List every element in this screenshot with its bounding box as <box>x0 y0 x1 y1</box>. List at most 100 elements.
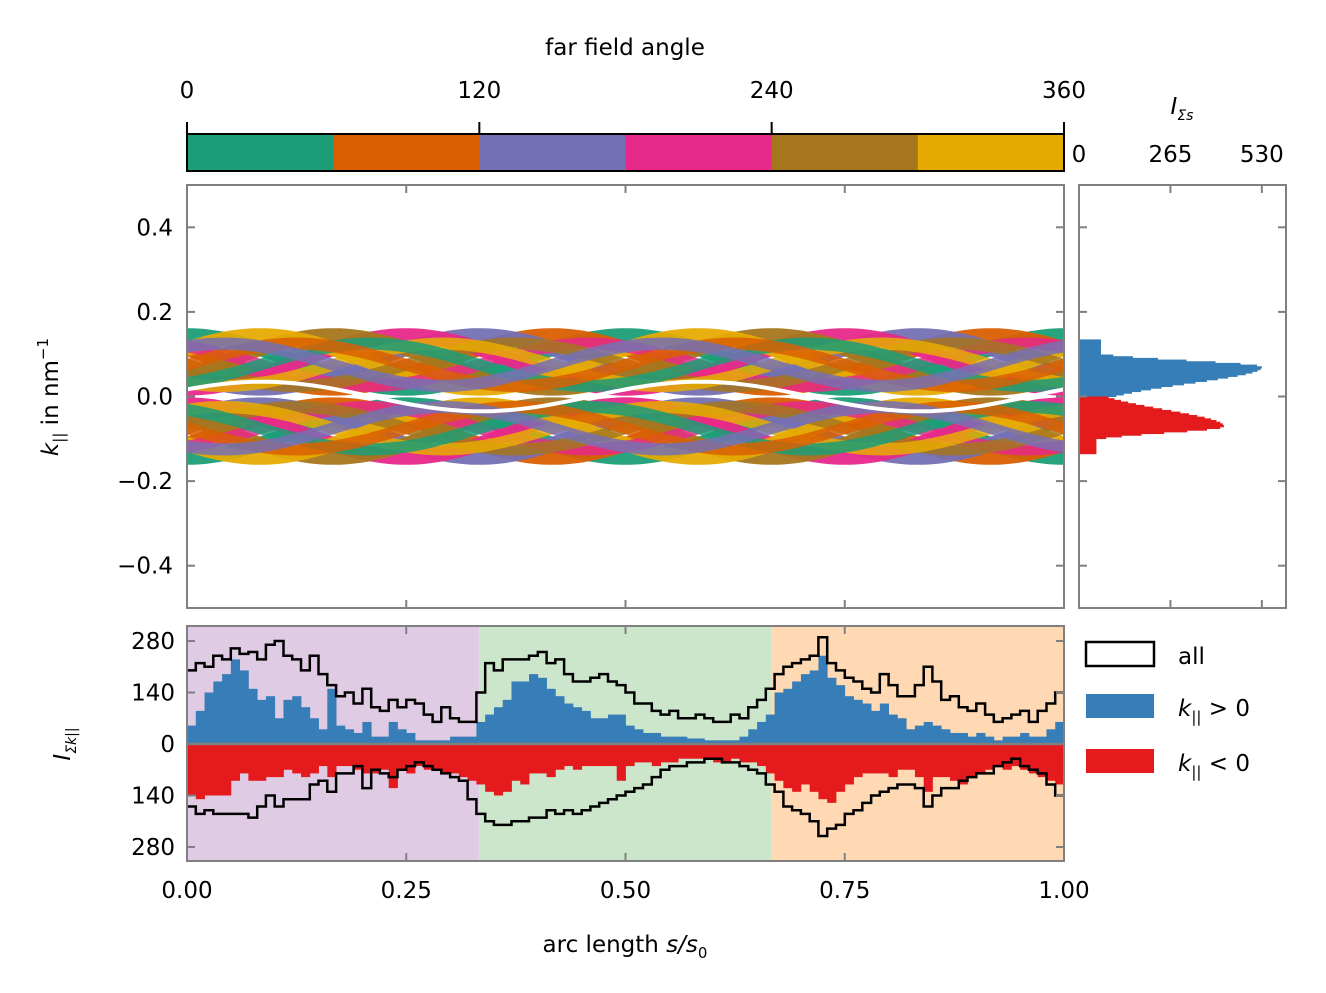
bottom-bar-1-76 <box>853 699 863 744</box>
bottom-bar-2-1 <box>195 744 205 800</box>
side-bar-0-6 <box>1079 384 1173 388</box>
side-bar-1-14 <box>1079 428 1208 431</box>
bottom-bar-1-18 <box>344 729 355 744</box>
bottom-bar-2-43 <box>564 744 574 767</box>
bottom-bar-2-55 <box>669 744 679 763</box>
bottom-bar-1-73 <box>827 677 837 744</box>
bottom-bar-2-20 <box>362 744 372 774</box>
scatter-band-fill-5 <box>187 401 1064 456</box>
bottom-bar-2-10 <box>274 744 284 778</box>
side-bar-0-7 <box>1079 383 1184 386</box>
bottom-bar-2-51 <box>634 744 644 763</box>
side-bar-0-8 <box>1079 381 1196 384</box>
side-bar-1-23 <box>1079 413 1190 416</box>
bottom-bar-1-35 <box>493 707 504 744</box>
side-bar-0-2 <box>1079 391 1133 394</box>
bottom-bar-1-15 <box>318 729 328 744</box>
bottom-bar-2-74 <box>835 744 846 792</box>
bottom-bar-2-69 <box>792 744 802 792</box>
bottom-bar-1-12 <box>292 696 302 744</box>
bottom-ytick-label: 280 <box>131 629 175 655</box>
bottom-bar-1-6 <box>239 670 249 744</box>
side-xlabel: IΣs <box>1171 94 1194 124</box>
bottom-bar-1-43 <box>564 703 574 744</box>
bottom-bar-1-29 <box>441 740 451 744</box>
bottom-bar-2-99 <box>1055 744 1064 785</box>
side-bar-1-29 <box>1079 403 1137 406</box>
bottom-bar-1-65 <box>757 721 767 744</box>
side-bar-0-18 <box>1079 364 1258 367</box>
side-bar-1-19 <box>1079 420 1217 423</box>
bottom-bar-1-48 <box>607 714 618 744</box>
colorbar-segment-5 <box>917 134 1065 171</box>
bottom-bar-2-41 <box>546 744 556 778</box>
bottom-bar-2-90 <box>976 744 986 774</box>
side-bar-0-25 <box>1079 352 1101 356</box>
bottom-bar-2-28 <box>432 744 442 770</box>
side-bar-1-4 <box>1079 445 1097 448</box>
bottom-bar-1-26 <box>415 740 425 744</box>
main-ylabel: k|| in nm−1 <box>34 338 68 456</box>
bottom-bar-2-33 <box>476 744 486 785</box>
bottom-bar-1-66 <box>765 714 775 744</box>
bottom-bar-1-83 <box>914 725 925 744</box>
bottom-bar-2-26 <box>415 744 425 767</box>
bottom-bar-1-33 <box>476 721 486 744</box>
bottom-bar-1-36 <box>502 699 512 744</box>
bottom-bar-2-11 <box>283 744 293 770</box>
side-bar-0-19 <box>1079 362 1241 366</box>
colorbar-tick-label: 0 <box>180 78 195 104</box>
bottom-bar-2-12 <box>292 744 302 774</box>
colorbar-tick-label: 240 <box>750 78 794 104</box>
colorbar-segment-3 <box>625 134 773 171</box>
bottom-bar-1-47 <box>599 718 609 744</box>
side-bar-0-33 <box>1079 339 1101 342</box>
bottom-bar-2-86 <box>941 744 951 778</box>
bottom-bar-1-99 <box>1055 721 1064 744</box>
bottom-bar-2-37 <box>511 744 521 781</box>
bottom-bar-2-80 <box>888 744 898 778</box>
legend-label-all: all <box>1178 644 1205 670</box>
side-bar-1-6 <box>1079 441 1097 445</box>
bottom-bar-2-72 <box>818 744 828 800</box>
bottom-bar-1-2 <box>204 692 214 744</box>
bottom-bar-2-93 <box>1002 744 1012 770</box>
side-bar-0-28 <box>1079 347 1101 351</box>
bottom-bar-2-6 <box>239 744 249 774</box>
bottom-histogram: 280 140 0 140 280 0.00 0.25 0.50 0.75 1.00 arc le… <box>50 625 1090 962</box>
bottom-bar-2-0 <box>187 744 197 796</box>
bottom-bar-2-7 <box>248 744 258 781</box>
bottom-bar-1-69 <box>792 681 802 744</box>
bottom-bar-2-88 <box>958 744 968 785</box>
side-bar-1-3 <box>1079 446 1097 450</box>
side-bar-1-11 <box>1079 433 1142 436</box>
bottom-bar-2-35 <box>493 744 504 796</box>
bottom-bar-2-60 <box>713 744 723 763</box>
scatter-band-fill-4 <box>187 401 1064 456</box>
main-ytick-label: −0.4 <box>117 554 173 580</box>
bottom-bar-1-77 <box>862 703 872 744</box>
scatter-bands <box>187 328 1064 465</box>
bottom-bar-1-61 <box>721 740 732 744</box>
bottom-bar-2-46 <box>590 744 600 767</box>
bottom-bar-2-22 <box>379 744 390 770</box>
side-xtick-label: 0 <box>1072 142 1087 168</box>
bottom-ytick-label: 140 <box>131 784 175 810</box>
bottom-bar-2-38 <box>520 744 530 785</box>
scatter-band-fill-4 <box>187 337 1064 392</box>
bottom-bar-1-54 <box>660 736 670 744</box>
side-bar-1-18 <box>1079 421 1221 424</box>
bottom-bar-2-19 <box>353 744 363 770</box>
side-bar-1-31 <box>1079 399 1122 403</box>
bottom-bar-1-1 <box>195 710 205 744</box>
bottom-bar-1-49 <box>616 714 626 744</box>
legend-swatch-kpos <box>1086 694 1154 718</box>
colorbar-segment-4 <box>771 134 919 171</box>
bottom-bar-2-62 <box>730 744 740 759</box>
bottom-bar-1-21 <box>371 736 381 744</box>
bottom-bar-1-52 <box>643 732 653 744</box>
bottom-bar-1-72 <box>818 655 828 744</box>
bottom-bar-2-40 <box>537 744 547 774</box>
bottom-bar-2-17 <box>336 744 346 767</box>
